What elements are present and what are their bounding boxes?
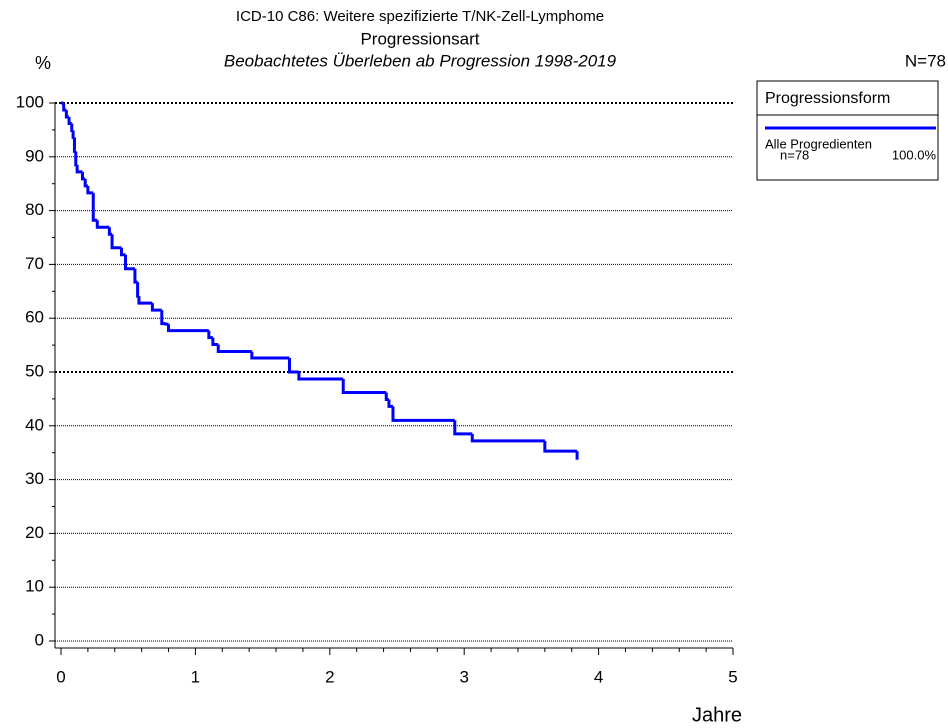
- x-axis-label: Jahre: [692, 704, 742, 726]
- chart-title: ICD-10 C86: Weitere spezifizierte T/NK-Z…: [236, 8, 604, 25]
- legend-share: 100.0%: [892, 147, 937, 162]
- y-tick-label: 100: [16, 92, 44, 111]
- survival-step: [470, 433, 545, 443]
- survival-step: [216, 344, 252, 354]
- y-tick-label: 90: [25, 146, 44, 165]
- survival-step: [136, 282, 140, 298]
- n-total: N=78: [905, 51, 946, 70]
- legend-n: n=78: [780, 147, 809, 162]
- survival-step: [167, 324, 209, 333]
- survival-step: [70, 123, 74, 132]
- y-tick-label: 10: [25, 577, 44, 596]
- x-tick-label: 3: [459, 667, 468, 686]
- y-tick-label: 70: [25, 254, 44, 273]
- survival-step: [297, 372, 344, 381]
- survival-step: [91, 192, 98, 222]
- survival-step: [207, 330, 213, 340]
- survival-step: [72, 137, 76, 153]
- y-tick-label: 40: [25, 415, 44, 434]
- survival-step: [107, 227, 113, 236]
- survival-step: [95, 220, 110, 229]
- survival-step: [110, 234, 122, 250]
- survival-step: [211, 337, 219, 347]
- y-tick-label: 30: [25, 469, 44, 488]
- survival-step: [384, 392, 389, 401]
- survival-step: [75, 164, 83, 174]
- legend-title: Progressionsform: [765, 90, 890, 107]
- survival-step: [83, 178, 88, 188]
- x-tick-label: 5: [728, 667, 737, 686]
- y-tick-label: 50: [25, 361, 44, 380]
- x-tick-label: 4: [594, 667, 603, 686]
- y-tick-label: 80: [25, 200, 44, 219]
- legend-box: [756, 80, 939, 181]
- survival-step: [250, 351, 290, 360]
- survival-step: [124, 254, 135, 271]
- survival-step: [71, 130, 75, 139]
- survival-step: [137, 296, 153, 305]
- chart-subtitle2: Beobachtetes Überleben ab Progression 19…: [224, 51, 617, 70]
- x-tick-label: 0: [56, 667, 65, 686]
- y-tick-label: 20: [25, 523, 44, 542]
- legend-label: Alle Progredienten: [765, 136, 872, 151]
- survival-step: [453, 420, 473, 436]
- chart-subtitle: Progressionsart: [360, 29, 479, 48]
- y-axis-label: %: [35, 53, 51, 73]
- survival-step: [543, 440, 578, 453]
- survival-step: [133, 268, 138, 284]
- y-tick-label: 60: [25, 308, 44, 327]
- x-tick-label: 2: [325, 667, 334, 686]
- survival-step: [62, 103, 67, 112]
- survival-step: [67, 116, 72, 125]
- survival-step: [81, 171, 86, 181]
- survival-step: [391, 406, 455, 422]
- y-tick-label: 0: [35, 630, 44, 649]
- x-tick-label: 1: [191, 667, 200, 686]
- survival-step: [119, 247, 126, 257]
- survival-step: [86, 185, 94, 195]
- survival-step: [74, 151, 78, 167]
- survival-step: [287, 358, 299, 374]
- survival-step: [150, 303, 162, 312]
- survival-step: [164, 322, 169, 326]
- survival-step: [341, 378, 387, 394]
- survival-step: [387, 399, 393, 408]
- survival-step: [64, 109, 70, 119]
- survival-step: [160, 310, 166, 326]
